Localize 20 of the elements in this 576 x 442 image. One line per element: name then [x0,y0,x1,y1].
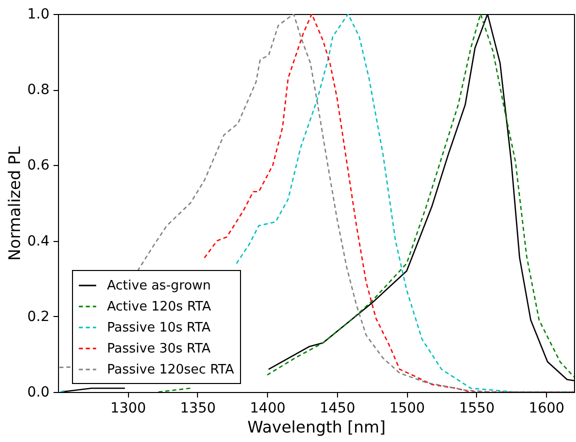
x-tick-label: 1600 [528,400,564,416]
y-axis-title: Normalized PL [5,146,24,261]
legend-label: Passive 30s RTA [107,342,211,356]
y-tick-label: 0.0 [27,384,50,400]
legend-label: Active as-grown [107,278,211,294]
x-tick-label: 1500 [389,400,425,416]
x-axis-title: Wavelength [nm] [247,418,386,436]
y-tick-label: 0.8 [27,82,50,98]
x-tick-label: 1400 [250,400,286,416]
legend-label: Passive 10s RTA [107,320,211,336]
x-tick-label: 1350 [180,400,216,416]
x-tick-label: 1550 [459,400,495,416]
y-tick-label: 0.6 [27,158,50,174]
y-tick-label: 0.4 [27,233,50,250]
y-tick-label: 1.0 [27,6,50,22]
legend-label: Active 120s RTA [107,300,212,314]
x-tick-label: 1300 [110,400,146,416]
y-tick-label: 0.2 [27,308,50,325]
x-tick-label: 1450 [320,400,356,416]
legend-label: Passive 120sec RTA [107,362,234,378]
